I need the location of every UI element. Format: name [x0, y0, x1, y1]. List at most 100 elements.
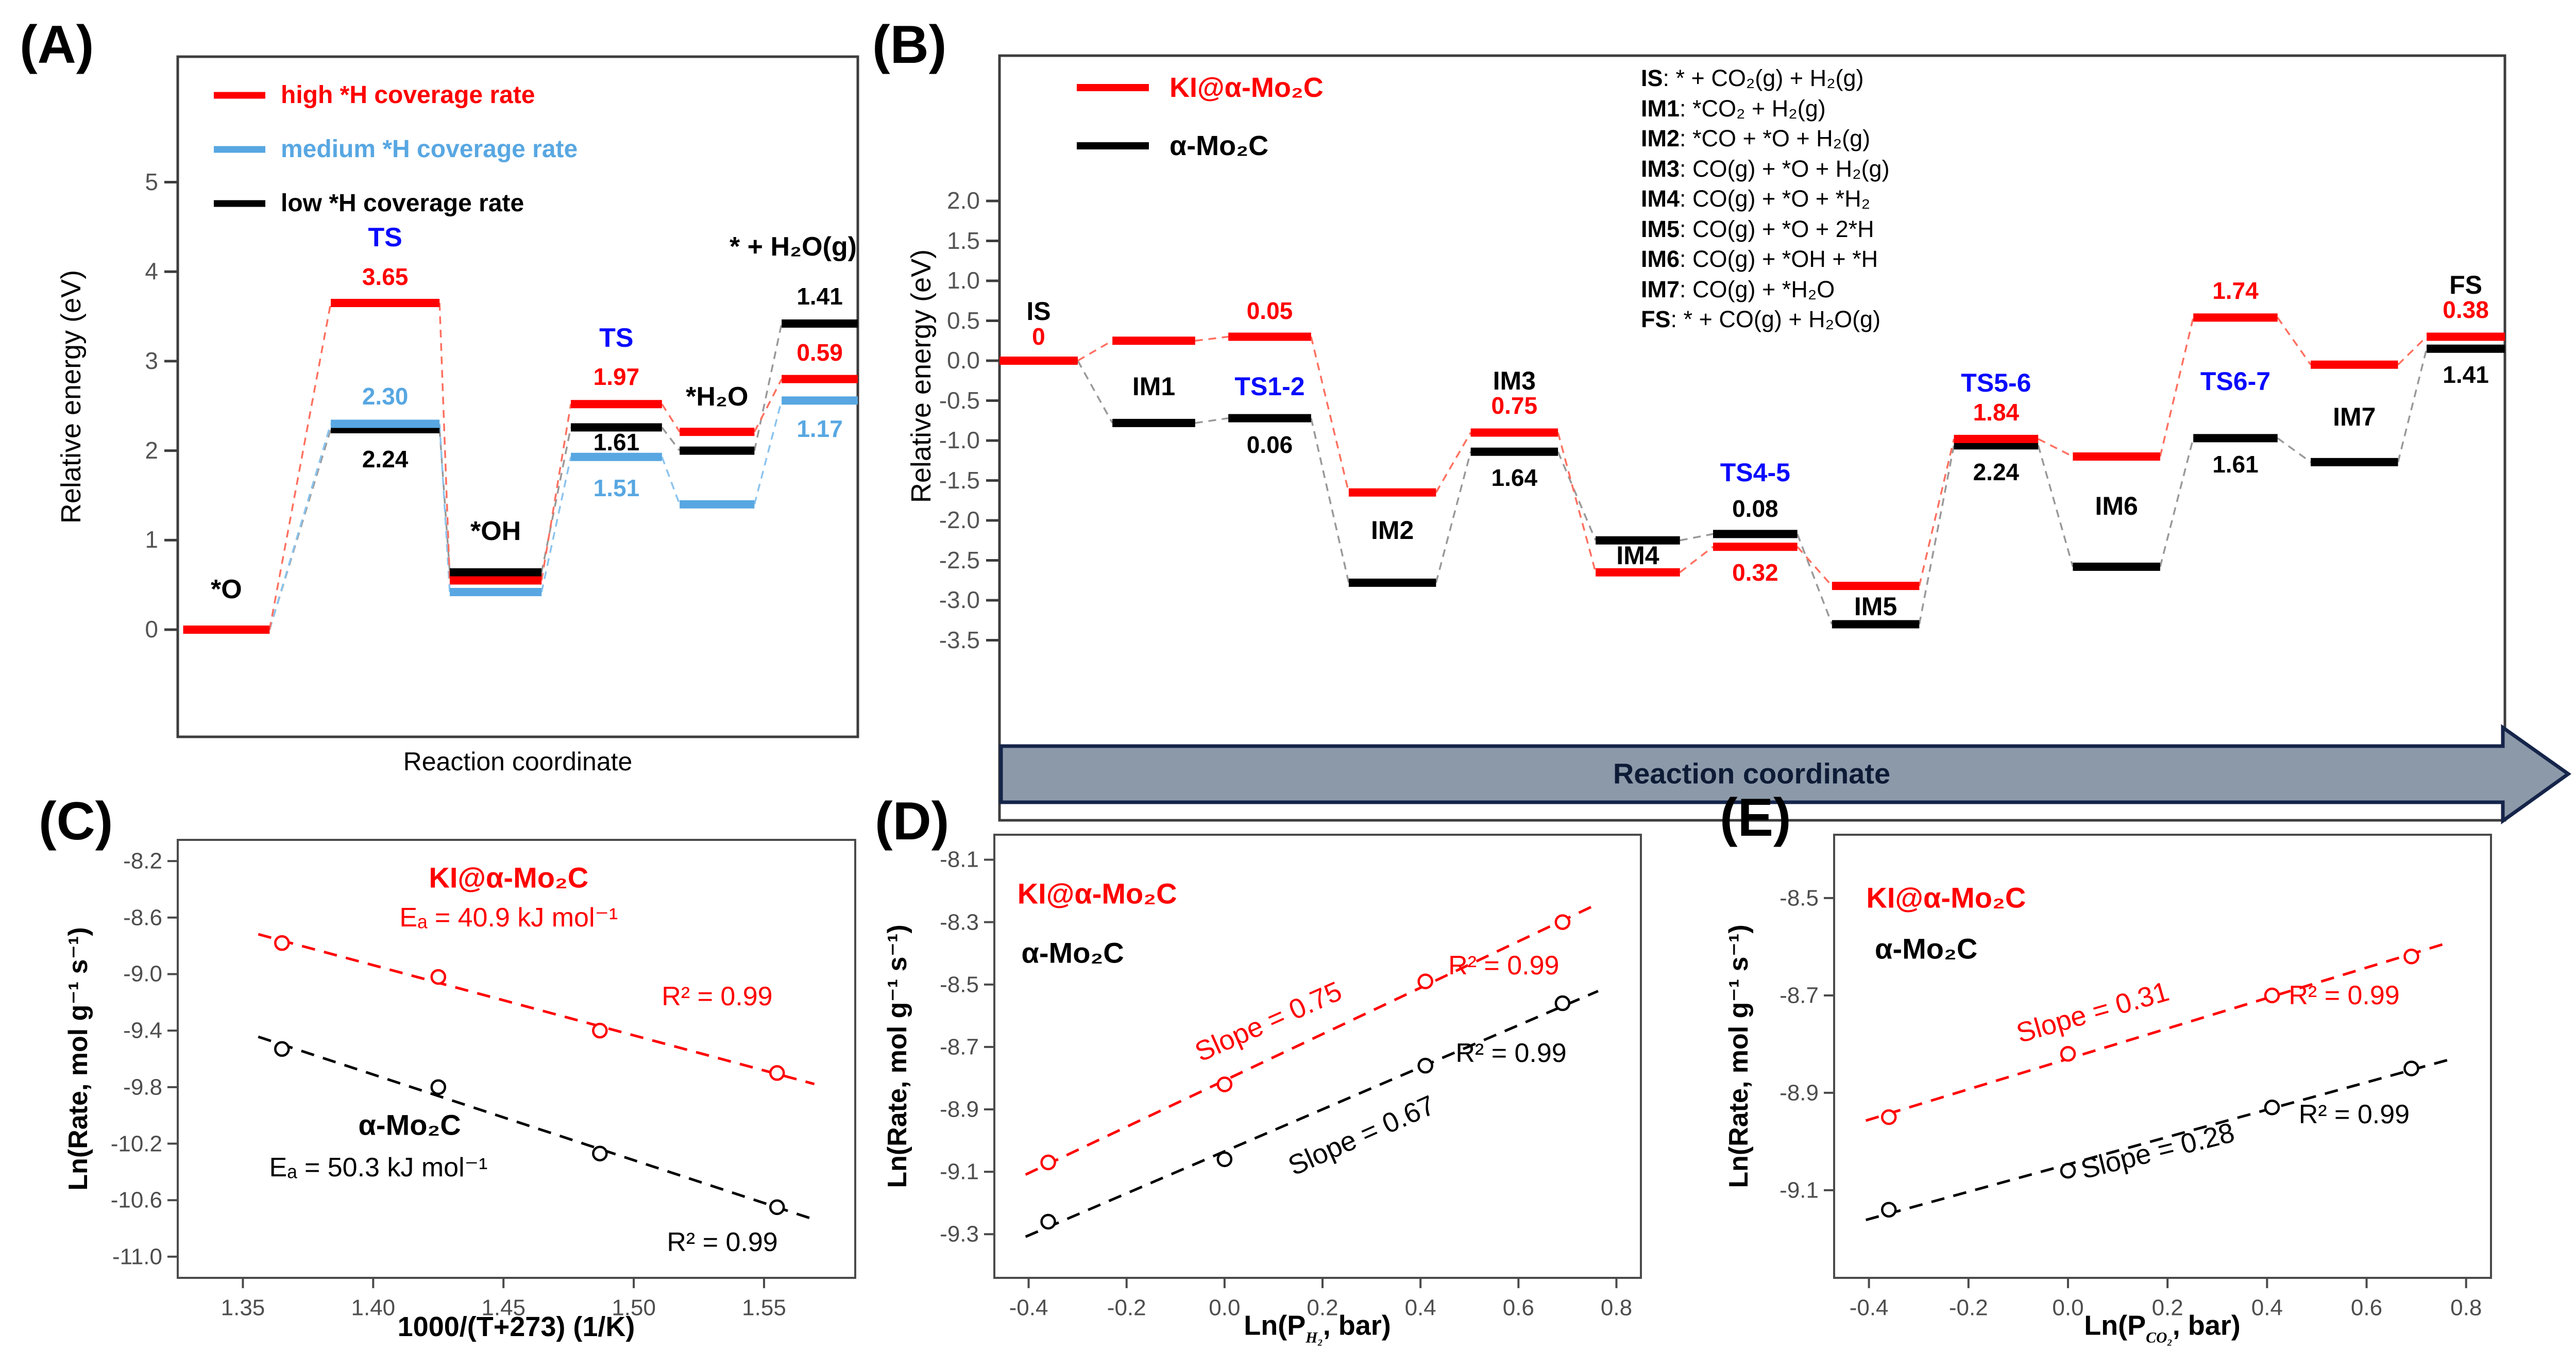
stage-label: TS — [599, 323, 634, 353]
connector-line — [1797, 546, 1833, 587]
x-tick-label: 0.2 — [2151, 1295, 2183, 1321]
panel-c-tag: (C) — [39, 791, 113, 851]
connector-line — [753, 378, 783, 432]
energy-level — [2193, 313, 2278, 322]
y-tick-label: -3.5 — [939, 626, 980, 653]
energy-value-label: 0.75 — [1491, 392, 1538, 419]
y-tick-label: 1.5 — [947, 227, 980, 254]
energy-value-label: 1.74 — [2212, 277, 2259, 305]
plot-frame — [993, 834, 1642, 1279]
connector-line — [2277, 317, 2312, 365]
x-tick-label: -0.4 — [1009, 1295, 1048, 1321]
energy-level — [2073, 562, 2160, 571]
energy-level — [1713, 530, 1798, 538]
y-tick-label: -8.1 — [940, 847, 979, 872]
energy-level — [2073, 452, 2160, 461]
data-point — [430, 969, 447, 985]
annotation: R² = 0.99 — [662, 982, 773, 1012]
data-point — [1554, 914, 1571, 930]
connector-line — [1195, 417, 1229, 424]
y-tick-label: 0 — [145, 616, 158, 643]
y-axis-label: Relative energy (eV) — [55, 269, 87, 524]
trend-line — [1025, 990, 1599, 1238]
energy-level — [1470, 447, 1558, 456]
data-point — [1554, 995, 1571, 1011]
energy-value-label: 1.64 — [1491, 464, 1538, 492]
species-key: IM1 — [1641, 95, 1680, 122]
x-tick-label: 0.8 — [2450, 1295, 2482, 1321]
y-tick-label: 5 — [145, 168, 158, 195]
y-tick-label: -8.9 — [940, 1096, 979, 1122]
data-point — [430, 1079, 447, 1095]
annotation: R² = 0.99 — [667, 1227, 778, 1258]
stage-label: IM5 — [1854, 592, 1897, 621]
x-tick-label: 0.6 — [1502, 1295, 1534, 1321]
x-axis-label: Reaction coordinate — [403, 747, 633, 776]
x-tick-label: 0.0 — [2052, 1295, 2084, 1321]
y-tick-label: 2.0 — [947, 187, 980, 214]
y-tick-label: -9.1 — [940, 1159, 979, 1185]
connector-line — [1435, 451, 1472, 583]
energy-level — [1112, 418, 1195, 427]
legend-label: medium *H coverage rate — [281, 136, 578, 163]
energy-level — [2193, 434, 2278, 443]
connector-line — [661, 403, 681, 433]
data-point — [592, 1022, 608, 1039]
y-tick-label: 0.0 — [947, 347, 980, 374]
energy-level — [570, 423, 662, 432]
energy-level — [331, 298, 440, 307]
species-key: IS — [1641, 64, 1663, 91]
data-point — [1040, 1154, 1056, 1171]
energy-level — [2311, 458, 2398, 466]
energy-value-label: 1.51 — [593, 474, 640, 501]
x-tick-label: 0.8 — [1600, 1295, 1633, 1321]
trend-line — [1865, 941, 2448, 1122]
energy-level — [1713, 543, 1798, 551]
annotation: R² = 0.99 — [1448, 951, 1560, 981]
annotation: KI@α-Mo₂C — [1017, 877, 1177, 910]
data-point — [769, 1065, 785, 1081]
data-point — [1040, 1213, 1056, 1230]
y-tick-label: -11.0 — [112, 1244, 162, 1270]
energy-level — [2311, 360, 2398, 369]
panel-b-tag: (B) — [872, 15, 947, 75]
data-point — [1417, 973, 1433, 989]
y-tick-label: 0.5 — [947, 307, 980, 334]
data-point — [274, 935, 290, 951]
energy-value-label: 1.61 — [593, 429, 640, 456]
energy-level — [1954, 441, 2039, 450]
energy-value-label: 2.24 — [1973, 459, 2020, 486]
connector-line — [268, 302, 332, 630]
species-line: IM6: CO(g) + *OH + *H — [1641, 245, 1878, 272]
connector-line — [661, 427, 681, 451]
stage-label: IM1 — [1132, 372, 1176, 401]
x-axis-label: 1000/(T+273) (1/K) — [397, 1311, 635, 1342]
y-tick-label: 1 — [145, 526, 158, 553]
energy-level — [999, 357, 1078, 365]
connector-line — [438, 424, 451, 593]
trend-line — [1025, 902, 1599, 1176]
energy-value-label: 0.59 — [796, 339, 843, 366]
energy-value-label: 0.38 — [2443, 296, 2489, 324]
y-tick-label: -8.9 — [1780, 1080, 1819, 1106]
y-tick-label: 3 — [145, 347, 158, 375]
energy-level — [450, 588, 542, 597]
species-key: IM5 — [1641, 215, 1680, 242]
panel-a-tag: (A) — [20, 15, 94, 75]
reaction-coordinate-arrow-label: Reaction coordinate — [1613, 757, 1891, 790]
data-point — [1881, 1109, 1897, 1125]
connector-line — [540, 403, 572, 581]
connector-line — [753, 400, 783, 505]
connector-line — [2159, 317, 2194, 457]
stage-label: *H₂O — [686, 382, 749, 412]
species-key: FS — [1641, 306, 1671, 332]
legend-label: α-Mo₂C — [1170, 130, 1269, 161]
stage-label: 0 — [1032, 323, 1045, 350]
energy-value-label: 1.61 — [2212, 450, 2259, 478]
annotation: α-Mo₂C — [1875, 932, 1978, 965]
energy-level — [1112, 336, 1195, 345]
data-point — [2403, 949, 2419, 965]
species-key: IM3 — [1641, 155, 1680, 182]
y-tick-label: -1.0 — [939, 427, 980, 454]
